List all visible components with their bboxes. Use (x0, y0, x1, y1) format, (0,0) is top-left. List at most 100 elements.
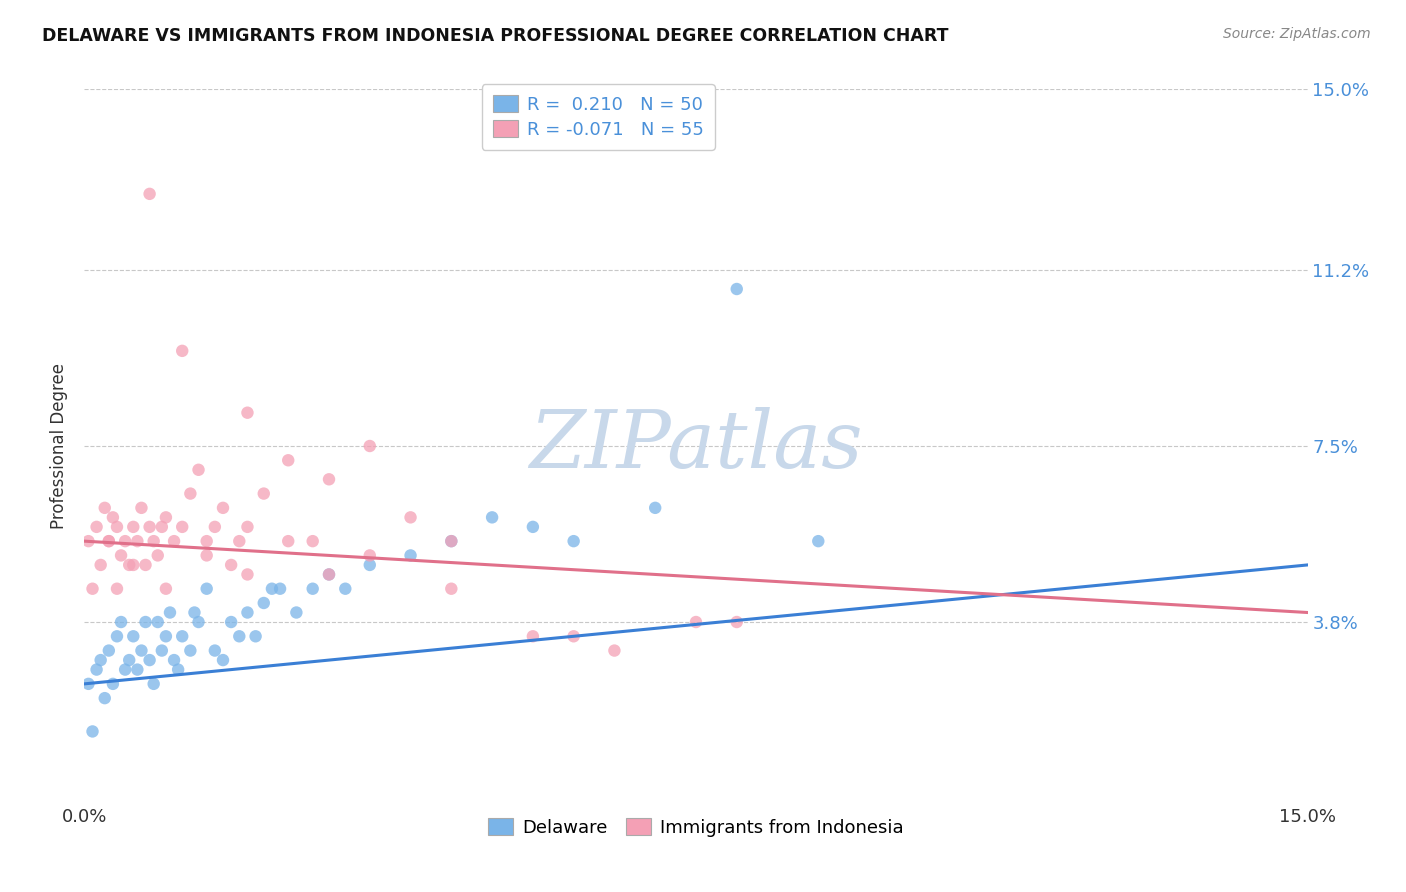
Point (253, 486, 276, 500)
Point (150, 520, 173, 534)
Point (603, 643, 626, 657)
Text: Source: ZipAtlas.com: Source: ZipAtlas.com (1223, 27, 1371, 41)
Point (122, 629, 145, 643)
Point (105, 629, 128, 643)
Point (260, 582, 283, 596)
Point (155, 510, 177, 524)
Point (318, 472, 340, 486)
Point (219, 615, 242, 629)
Point (725, 282, 748, 296)
Point (146, 615, 169, 629)
Point (318, 567, 340, 582)
Point (685, 615, 707, 629)
Point (127, 534, 149, 549)
Point (155, 582, 177, 596)
Point (142, 677, 165, 691)
Point (131, 500, 153, 515)
Point (187, 463, 209, 477)
Point (155, 629, 177, 643)
Point (172, 520, 194, 534)
Point (183, 606, 205, 620)
Point (440, 582, 463, 596)
Point (131, 643, 153, 657)
Point (277, 453, 299, 467)
Point (90, 653, 112, 667)
Point (195, 534, 218, 549)
Point (90, 558, 112, 572)
Point (146, 549, 169, 563)
Point (172, 343, 194, 358)
Point (245, 629, 267, 643)
Point (135, 615, 157, 629)
Point (172, 629, 194, 643)
Point (562, 629, 585, 643)
Point (82, 724, 104, 739)
Point (204, 643, 226, 657)
Point (159, 606, 181, 620)
Point (138, 653, 160, 667)
Point (138, 520, 160, 534)
Legend: Delaware, Immigrants from Indonesia: Delaware, Immigrants from Indonesia (481, 811, 911, 844)
Point (77, 677, 100, 691)
Point (318, 567, 340, 582)
Point (359, 558, 381, 572)
Point (97, 643, 120, 657)
Point (163, 653, 186, 667)
Point (219, 558, 242, 572)
Point (167, 663, 190, 677)
Point (114, 534, 136, 549)
Point (163, 534, 186, 549)
Point (118, 558, 141, 572)
Point (228, 534, 250, 549)
Point (236, 406, 259, 420)
Point (399, 549, 422, 563)
Point (93, 691, 115, 706)
Point (212, 500, 235, 515)
Point (269, 582, 291, 596)
Point (127, 663, 149, 677)
Point (135, 558, 157, 572)
Point (481, 510, 503, 524)
Point (399, 510, 422, 524)
Point (150, 643, 173, 657)
Point (359, 549, 381, 563)
Point (86, 663, 108, 677)
Point (807, 534, 830, 549)
Point (77, 534, 100, 549)
Y-axis label: Professional Degree: Professional Degree (51, 363, 69, 529)
Point (253, 596, 276, 610)
Point (105, 520, 128, 534)
Point (335, 582, 357, 596)
Point (204, 520, 226, 534)
Point (97, 534, 120, 549)
Point (236, 567, 259, 582)
Point (277, 534, 299, 549)
Point (179, 486, 201, 500)
Point (110, 549, 132, 563)
Point (82, 582, 104, 596)
Point (114, 663, 136, 677)
Point (236, 606, 259, 620)
Point (101, 677, 124, 691)
Point (212, 653, 235, 667)
Point (359, 439, 381, 453)
Point (644, 500, 666, 515)
Point (142, 534, 165, 549)
Point (301, 582, 323, 596)
Point (118, 653, 141, 667)
Point (562, 534, 585, 549)
Point (195, 582, 218, 596)
Point (522, 520, 544, 534)
Point (86, 520, 108, 534)
Point (122, 558, 145, 572)
Point (228, 629, 250, 643)
Point (97, 534, 120, 549)
Point (301, 534, 323, 549)
Text: DELAWARE VS IMMIGRANTS FROM INDONESIA PROFESSIONAL DEGREE CORRELATION CHART: DELAWARE VS IMMIGRANTS FROM INDONESIA PR… (42, 27, 949, 45)
Text: ZIPatlas: ZIPatlas (529, 408, 863, 484)
Point (110, 615, 132, 629)
Point (122, 520, 145, 534)
Point (93, 500, 115, 515)
Point (138, 186, 160, 201)
Point (195, 549, 218, 563)
